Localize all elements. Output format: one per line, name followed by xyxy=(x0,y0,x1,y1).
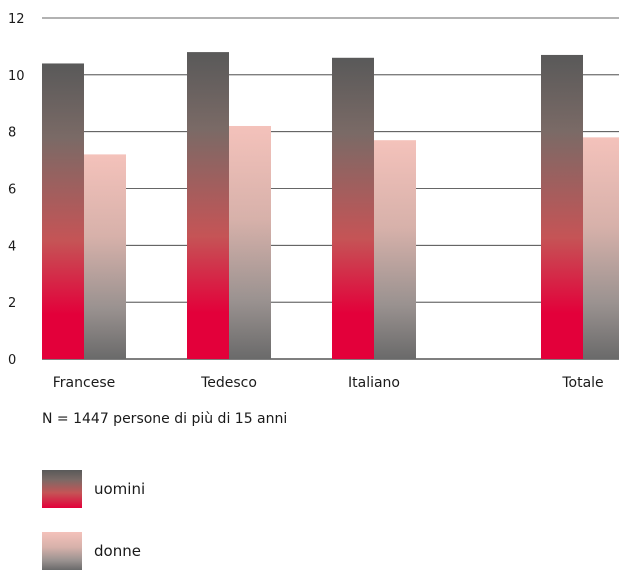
legend-item-donne: donne xyxy=(42,532,141,570)
bar-uomini-italiano xyxy=(332,57,374,360)
bars xyxy=(42,52,619,360)
bar-uomini-francese xyxy=(42,63,84,359)
bar-uomini-tedesco xyxy=(187,52,229,359)
y-tick-label: 10 xyxy=(8,69,25,84)
y-tick-label: 8 xyxy=(8,126,16,141)
legend-swatch-donne xyxy=(42,532,82,570)
x-axis-categories: Francese Tedesco Italiano Totale xyxy=(53,375,604,391)
bar-donne-tedesco xyxy=(229,125,271,359)
bar-donne-italiano xyxy=(374,140,416,359)
legend-item-uomini: uomini xyxy=(42,470,145,508)
legend-label-uomini: uomini xyxy=(94,480,146,498)
y-tick-label: 6 xyxy=(8,183,16,198)
x-category-label: Tedesco xyxy=(200,375,257,391)
y-tick-label: 4 xyxy=(8,239,16,254)
y-tick-label: 12 xyxy=(8,12,25,27)
y-tick-label: 2 xyxy=(8,296,16,311)
sample-note: N = 1447 persone di più di 15 anni xyxy=(42,411,288,427)
y-tick-label: 0 xyxy=(8,353,16,368)
bar-donne-francese xyxy=(84,154,126,359)
bar-uomini-totale xyxy=(541,54,583,360)
legend-swatch-uomini xyxy=(42,470,82,508)
y-axis-ticks: 0 2 4 6 8 10 12 xyxy=(8,12,25,368)
x-category-label: Francese xyxy=(53,375,115,391)
gridlines xyxy=(42,17,619,360)
x-category-label: Italiano xyxy=(348,375,400,391)
bar-chart: 0 2 4 6 8 10 12 Francese Tedesco Italiano Totale xyxy=(8,12,619,391)
x-category-label: Totale xyxy=(561,375,603,391)
bar-donne-totale xyxy=(583,137,619,359)
legend-label-donne: donne xyxy=(94,542,141,560)
